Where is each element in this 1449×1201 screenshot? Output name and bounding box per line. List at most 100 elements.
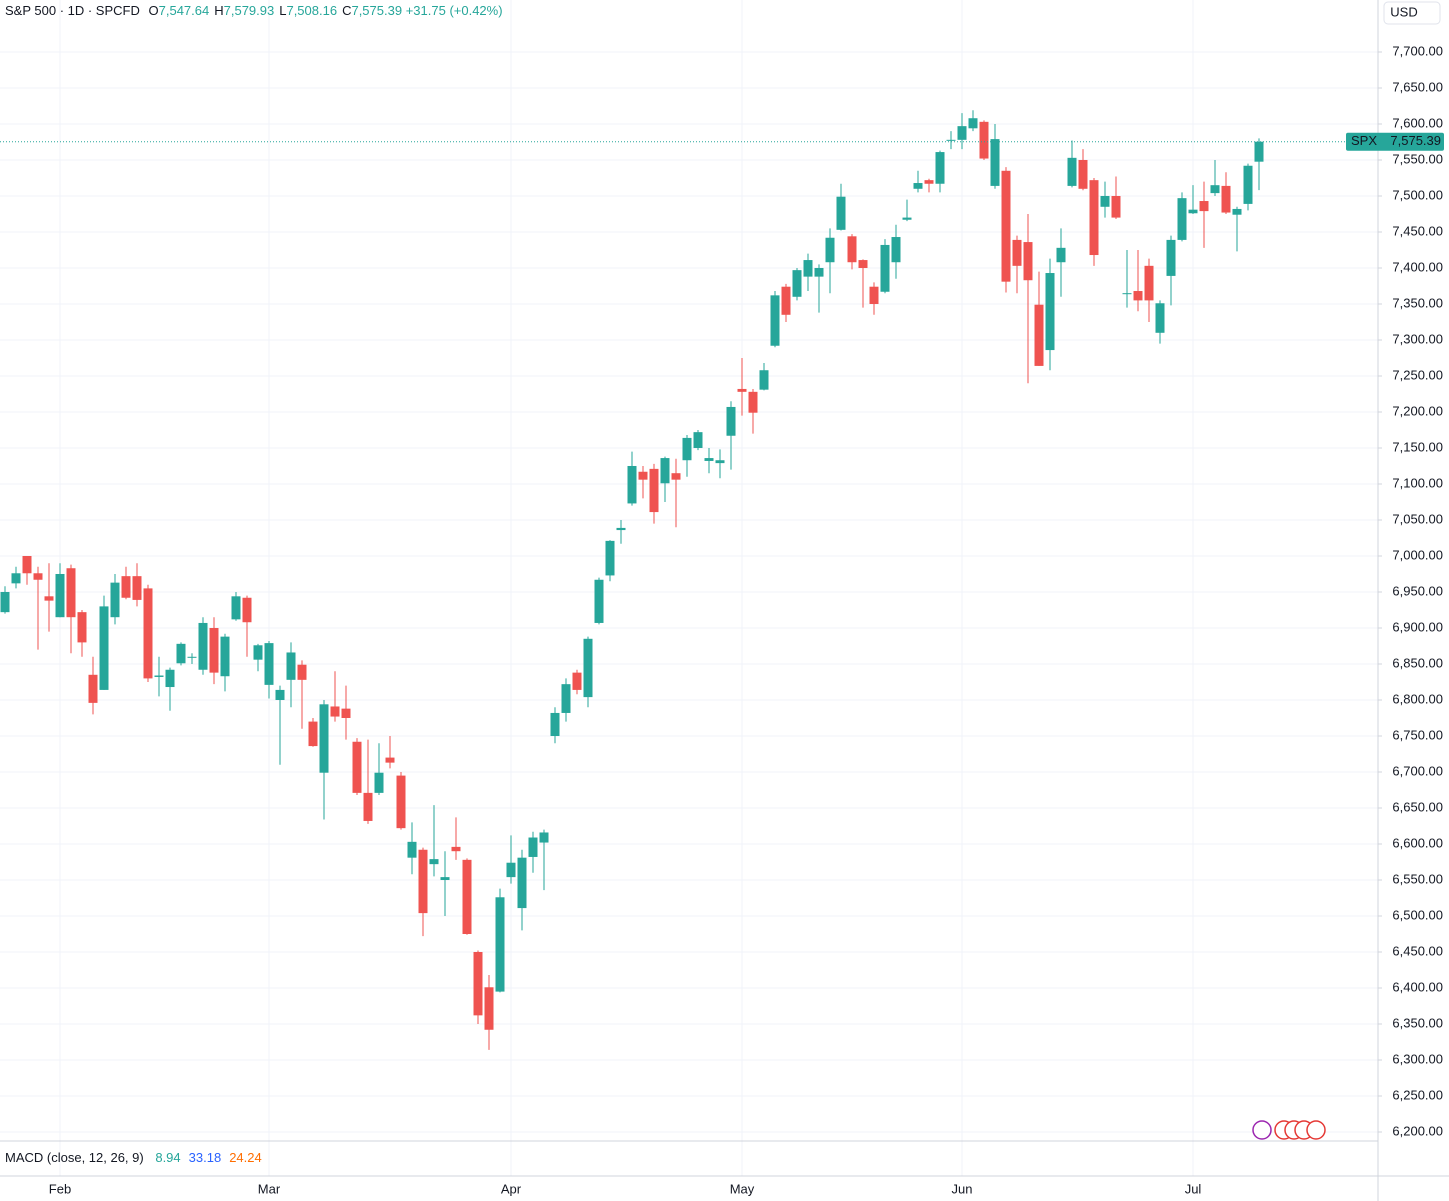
candle-body: [539, 832, 549, 843]
candle-body: [1199, 201, 1209, 212]
event-badges[interactable]: [1252, 1120, 1326, 1140]
candle-body: [264, 643, 274, 685]
y-tick-label: 6,700.00: [1392, 763, 1443, 778]
x-tick-label: Mar: [258, 1181, 281, 1196]
candle-body: [583, 638, 593, 698]
candle-body: [1034, 304, 1044, 366]
candle-body: [1056, 247, 1066, 263]
last-price-badge: [1346, 132, 1444, 151]
y-tick-label: 7,300.00: [1392, 331, 1443, 346]
candle-body: [1188, 209, 1198, 214]
y-tick-label: 6,300.00: [1392, 1051, 1443, 1066]
candle-body: [110, 582, 120, 618]
candle-body: [154, 675, 164, 677]
candle-body: [1210, 185, 1220, 194]
y-tick-label: 6,400.00: [1392, 979, 1443, 994]
candle-body: [33, 573, 43, 580]
candle-body: [220, 636, 230, 677]
candle-body: [1045, 273, 1055, 351]
candle-body: [1111, 195, 1121, 218]
y-tick-label: 6,600.00: [1392, 835, 1443, 850]
y-tick-label: 6,900.00: [1392, 619, 1443, 634]
candle-body: [99, 606, 109, 690]
candle-body: [935, 152, 945, 184]
candle-body: [1221, 185, 1231, 213]
candle-body: [1177, 198, 1187, 240]
candle-body: [1243, 165, 1253, 204]
ohlc-key: C: [342, 3, 351, 18]
indicator-values: 8.94 33.18 24.24: [155, 1150, 261, 1165]
candle-body: [132, 576, 142, 600]
candle-body: [968, 118, 978, 129]
candle-body: [880, 244, 890, 292]
x-tick-label: Apr: [501, 1181, 522, 1196]
candle-body: [451, 846, 461, 852]
candle-body: [693, 432, 703, 448]
ohlc-value: 7,575.39: [351, 3, 402, 18]
y-tick-label: 6,200.00: [1392, 1123, 1443, 1138]
candle-body: [1078, 159, 1088, 189]
candle-body: [374, 772, 384, 793]
candle-body: [1232, 208, 1242, 215]
y-tick-label: 6,250.00: [1392, 1087, 1443, 1102]
candle-body: [286, 652, 296, 680]
candle-body: [44, 596, 54, 601]
candle-body: [594, 579, 604, 623]
candle-body: [1122, 293, 1132, 295]
candle-body: [363, 792, 373, 821]
change: +31.75 (+0.42%): [406, 3, 503, 18]
candle-body: [715, 460, 725, 464]
currency[interactable]: USD: [1390, 4, 1417, 19]
candle-body: [517, 857, 527, 909]
candle-body: [1012, 239, 1022, 266]
candle-body: [814, 267, 824, 277]
candle-body: [506, 862, 516, 878]
candle-body: [836, 196, 846, 230]
y-tick-label: 7,100.00: [1392, 475, 1443, 490]
indicator-value: 33.18: [189, 1150, 222, 1165]
y-tick-label: 6,850.00: [1392, 655, 1443, 670]
candle-body: [275, 689, 285, 700]
candle-body: [572, 672, 582, 690]
candle-body: [22, 555, 32, 574]
candle-body: [1001, 170, 1011, 282]
badge[interactable]: [1306, 1120, 1326, 1140]
candle-body: [209, 627, 219, 673]
candle-body: [660, 458, 670, 484]
candle-body: [121, 576, 131, 598]
candle-body: [1254, 141, 1264, 162]
candle-body: [605, 540, 615, 576]
candle-body: [308, 721, 318, 747]
candle-body: [253, 645, 263, 660]
candle-body: [407, 841, 417, 858]
candle-body: [704, 458, 714, 461]
y-tick-label: 7,700.00: [1392, 43, 1443, 58]
candle-body: [858, 260, 868, 268]
y-tick-label: 6,550.00: [1392, 871, 1443, 886]
badge[interactable]: [1252, 1120, 1272, 1140]
y-tick-label: 7,650.00: [1392, 79, 1443, 94]
y-tick-label: 7,000.00: [1392, 547, 1443, 562]
candle-body: [341, 708, 351, 718]
candle-body: [1089, 180, 1099, 256]
currency-box[interactable]: [1383, 1, 1441, 25]
y-tick-label: 6,450.00: [1392, 943, 1443, 958]
y-tick-label: 7,350.00: [1392, 295, 1443, 310]
candle-body: [165, 669, 175, 688]
candle-body: [187, 656, 197, 658]
y-tick-label: 6,350.00: [1392, 1015, 1443, 1030]
y-tick-label: 6,800.00: [1392, 691, 1443, 706]
x-tick-label: Jun: [952, 1181, 973, 1196]
y-tick-label: 7,600.00: [1392, 115, 1443, 130]
legend: S&P 500 · 1D · SPCFD O7,547.64 H7,579.93 L…: [5, 3, 503, 18]
y-tick-label: 7,400.00: [1392, 259, 1443, 274]
x-tick-label: Feb: [49, 1181, 71, 1196]
candle-body: [770, 295, 780, 346]
grid: [0, 0, 1378, 1176]
candle-body: [869, 286, 879, 304]
candle-body: [550, 712, 560, 736]
candle-body: [330, 706, 340, 717]
candle-body: [792, 270, 802, 297]
candle-body: [924, 180, 934, 184]
